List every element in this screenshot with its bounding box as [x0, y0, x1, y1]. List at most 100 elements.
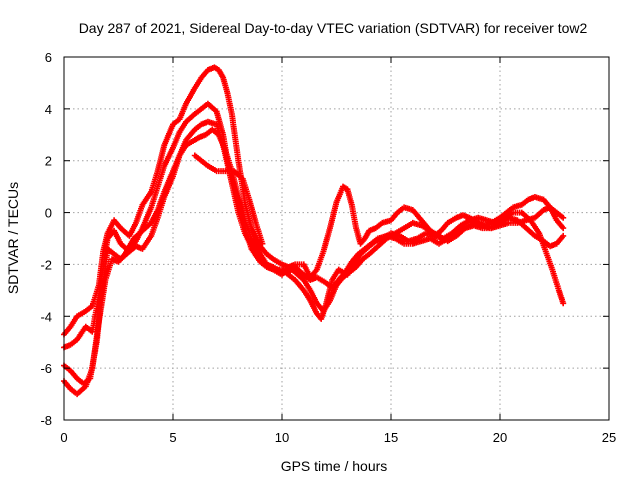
data-point-marker: [139, 234, 154, 252]
data-point-marker: [388, 211, 400, 224]
data-point-marker: [111, 217, 123, 230]
chart-title: Day 287 of 2021, Sidereal Day-to-day VTE…: [79, 20, 588, 36]
data-point-marker: [553, 209, 565, 220]
data-point-marker: [340, 183, 349, 192]
data-point-marker: [335, 270, 347, 283]
data-point-marker: [518, 197, 530, 208]
data-point-marker: [252, 219, 265, 245]
data-point-marker: [547, 204, 558, 215]
data-point-marker: [374, 236, 389, 250]
data-point-marker: [560, 232, 567, 239]
data-point-marker: [139, 190, 154, 208]
tick-labels: 0 5 10 15 20 25 -8 -6 -4 -2 0 2 4 6: [40, 50, 616, 445]
data-point-marker: [368, 236, 380, 247]
data-point-marker: [213, 108, 226, 136]
axis-ticks: [63, 56, 610, 421]
data-point-marker: [497, 210, 508, 221]
data-point-marker: [211, 64, 221, 73]
data-point-marker: [457, 218, 471, 229]
data-point-marker: [161, 146, 176, 169]
data-point-marker: [344, 186, 355, 206]
data-point-marker: [183, 112, 197, 125]
data-point-marker: [170, 117, 181, 128]
data-point-marker: [355, 247, 367, 258]
data-point-marker: [357, 236, 367, 247]
data-point-marker: [209, 126, 221, 137]
data-point-marker: [270, 256, 284, 267]
data-point-marker: [353, 257, 365, 270]
data-point-marker: [257, 251, 269, 266]
data-point-marker: [285, 265, 297, 276]
data-point-marker: [503, 205, 515, 216]
data-point-marker: [198, 68, 210, 81]
data-point-marker: [246, 196, 259, 224]
data-point-marker: [531, 208, 546, 221]
data-point-marker: [191, 135, 201, 143]
data-point-marker: [259, 240, 266, 247]
y-tick-label: -4: [40, 309, 52, 324]
data-point-marker: [444, 229, 458, 242]
data-point-marker: [501, 210, 515, 221]
y-tick-label: 0: [45, 206, 52, 221]
data-point-marker: [292, 277, 306, 292]
data-point-marker: [313, 274, 327, 285]
data-point-marker: [348, 252, 360, 265]
data-point-marker: [270, 264, 284, 275]
data-point-marker: [427, 235, 441, 246]
data-point-marker: [327, 201, 339, 232]
series-points: [191, 152, 266, 247]
data-point-marker: [224, 90, 235, 115]
data-point-marker: [438, 221, 450, 234]
data-point-marker: [154, 144, 167, 175]
data-point-marker: [148, 208, 160, 226]
plot-frame: [63, 56, 610, 421]
x-tick-label: 15: [384, 430, 398, 445]
x-axis-label: GPS time / hours: [281, 458, 388, 474]
data-point-marker: [228, 111, 242, 162]
data-point-marker: [248, 245, 263, 264]
data-point-marker: [126, 244, 138, 255]
data-point-marker: [523, 225, 537, 238]
y-tick-label: 2: [45, 154, 52, 169]
data-point-marker: [183, 138, 197, 149]
data-point-marker: [300, 287, 313, 302]
data-point-marker: [67, 367, 79, 380]
data-point-marker: [396, 232, 410, 244]
data-point-marker: [222, 147, 235, 172]
data-point-marker: [414, 231, 428, 242]
data-point-marker: [409, 207, 421, 220]
data-point-marker: [154, 165, 167, 190]
data-point-marker: [372, 221, 384, 232]
y-tick-label: -2: [40, 257, 52, 272]
data-point-marker: [560, 300, 567, 307]
data-point-marker: [176, 120, 188, 136]
data-point-marker: [235, 194, 248, 222]
data-point-marker: [115, 252, 127, 265]
data-point-marker: [198, 157, 210, 168]
data-point-marker: [74, 375, 85, 386]
data-point-marker: [95, 279, 109, 325]
data-point-marker: [74, 384, 88, 398]
data-point-marker: [89, 294, 102, 335]
data-point-marker: [553, 234, 565, 247]
y-tick-label: 6: [45, 50, 52, 65]
data-point-marker: [292, 264, 306, 277]
data-point-marker: [74, 309, 88, 320]
data-point-marker: [104, 245, 116, 256]
data-point-marker: [279, 269, 290, 276]
data-point-marker: [300, 271, 312, 282]
data-point-marker: [130, 229, 144, 242]
data-point-marker: [549, 266, 562, 292]
y-axis-label: SDTVAR / TECUs: [5, 182, 21, 294]
data-point-marker: [139, 221, 153, 234]
data-point-marker: [359, 252, 371, 263]
data-point-marker: [148, 170, 161, 195]
data-point-marker: [67, 315, 79, 330]
data-point-marker: [366, 244, 380, 258]
series-points: [61, 118, 567, 387]
x-tick-label: 25: [602, 430, 616, 445]
data-point-marker: [126, 221, 138, 239]
data-point-marker: [416, 214, 428, 227]
x-tick-label: 5: [169, 430, 176, 445]
